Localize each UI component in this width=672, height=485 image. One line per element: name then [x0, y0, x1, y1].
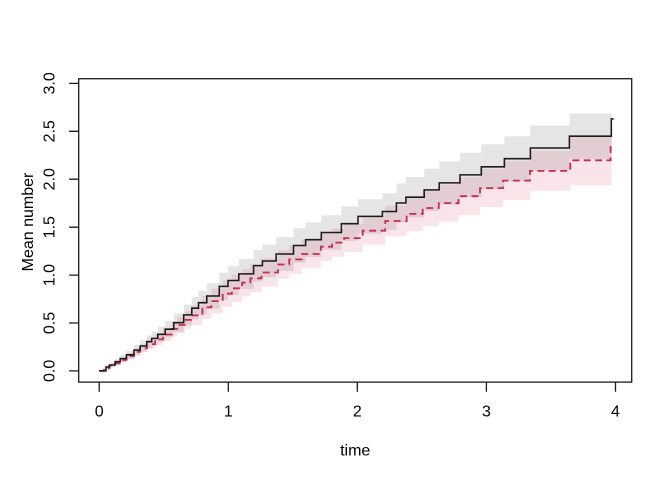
svg-text:0: 0	[95, 404, 104, 421]
svg-text:3.0: 3.0	[42, 72, 59, 94]
svg-text:1: 1	[224, 404, 233, 421]
svg-text:Mean number: Mean number	[20, 172, 37, 271]
svg-text:0.0: 0.0	[42, 360, 59, 382]
svg-text:4: 4	[611, 404, 620, 421]
svg-text:1.5: 1.5	[42, 216, 59, 238]
svg-text:1.0: 1.0	[42, 264, 59, 286]
svg-text:2.5: 2.5	[42, 120, 59, 142]
svg-text:2.0: 2.0	[42, 168, 59, 190]
svg-text:time: time	[340, 442, 370, 459]
svg-text:0.5: 0.5	[42, 312, 59, 334]
svg-text:3: 3	[482, 404, 491, 421]
svg-text:2: 2	[353, 404, 362, 421]
